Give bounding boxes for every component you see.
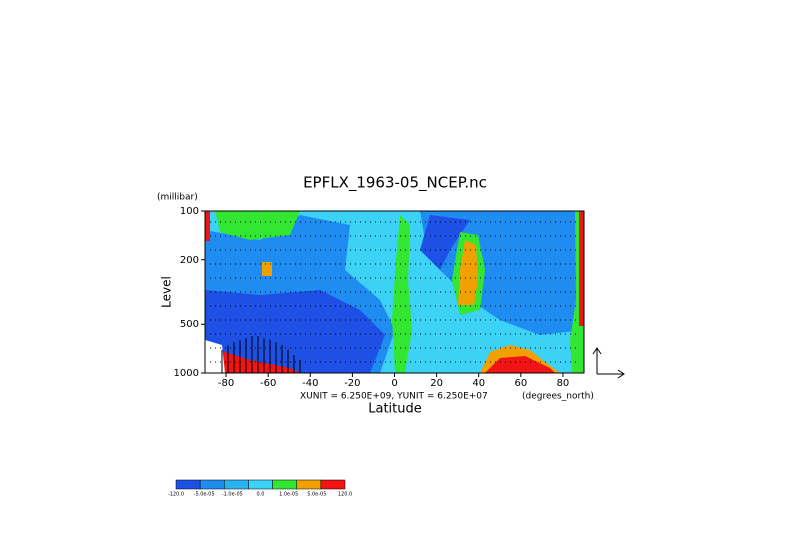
colorbar-label: -120.0 [168, 492, 184, 498]
colorbar-box [248, 479, 273, 490]
contour-region [215, 211, 300, 240]
y-axis-label: Level [160, 276, 174, 308]
x-tick-label: 60 [514, 378, 527, 389]
y-tick-label: 500 [180, 319, 199, 330]
contour-field [205, 211, 584, 373]
x-tick-label: 0 [391, 378, 397, 389]
contour-region [205, 290, 385, 373]
y-tick-label: 200 [180, 255, 199, 266]
colorbar-box [272, 479, 297, 490]
vector-scale: XUNIT = 6.250E+09, YUNIT = 6.250E+07 [300, 392, 488, 402]
y-unit: (millibar) [157, 193, 198, 203]
colorbar-box [296, 479, 322, 490]
contour-region [458, 240, 478, 305]
x-unit: (degrees_north) [522, 392, 594, 402]
colorbar-label: -5.0e-05 [194, 492, 215, 498]
colorbar-label: 1.0e-05 [279, 492, 298, 498]
contour-region [392, 215, 412, 373]
x-tick-label: -20 [344, 378, 360, 389]
contour-region [579, 211, 584, 326]
x-tick-label: -60 [260, 378, 276, 389]
y-tick-label: 100 [180, 206, 199, 217]
contour-region [485, 356, 555, 373]
vector-reference [592, 347, 625, 379]
colorbar-label: 120.0 [338, 492, 352, 498]
x-tick-label: 20 [430, 378, 443, 389]
colorbar-box [175, 479, 201, 490]
colorbar-label: 5.0e-05 [307, 492, 326, 498]
contour-region [262, 262, 272, 276]
colorbar-box [224, 479, 249, 490]
vector-rows [210, 221, 580, 363]
colorbar-box [199, 479, 225, 490]
colorbar-label: 0.0 [257, 492, 265, 498]
colorbar-label: -1.0e-05 [222, 492, 243, 498]
x-tick-label: -40 [302, 378, 318, 389]
contour-region [205, 211, 210, 241]
colorbar-box [320, 479, 346, 490]
x-tick-label: -80 [218, 378, 234, 389]
x-tick-label: 80 [557, 378, 570, 389]
x-tick-label: 40 [472, 378, 485, 389]
contour-region [420, 215, 470, 270]
x-axis-label: Latitude [368, 402, 422, 417]
chart-title: EPFLX_1963-05_NCEP.nc [303, 174, 487, 193]
y-tick-label: 1000 [174, 368, 199, 379]
vectors [221, 336, 301, 373]
